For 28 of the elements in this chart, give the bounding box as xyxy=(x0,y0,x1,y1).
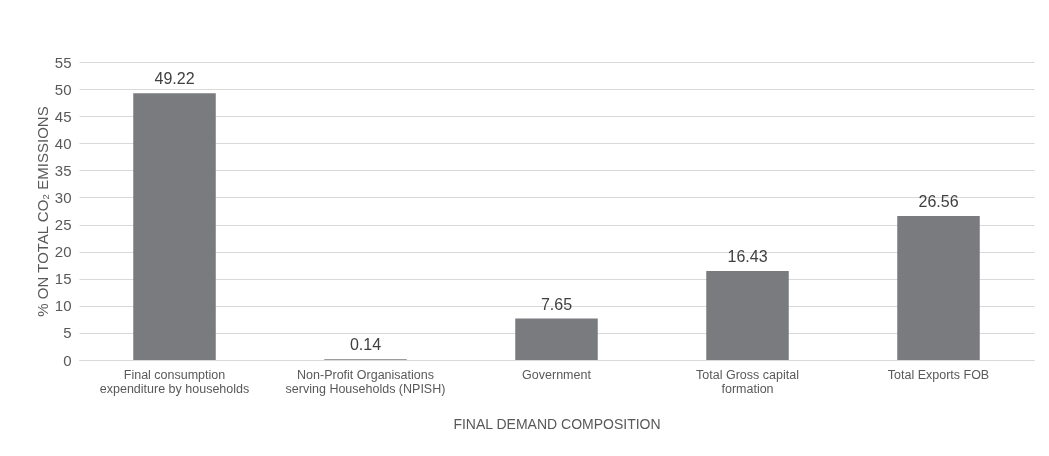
data-label: 49.22 xyxy=(154,70,195,88)
x-tick-label: Government xyxy=(522,367,592,382)
x-tick-label: Non-Profit Organisations serving Households (NPISH) xyxy=(285,367,446,396)
y-tick-label: 50 xyxy=(54,80,72,98)
data-label: 7.65 xyxy=(540,295,573,313)
y-tick-label: 15 xyxy=(54,270,72,288)
y-tick-label: 45 xyxy=(54,107,72,125)
x-tick-label: Total Gross capital formation xyxy=(696,367,799,396)
data-label: 0.14 xyxy=(349,336,382,354)
bar xyxy=(897,216,980,360)
y-tick-label: 35 xyxy=(54,161,72,179)
y-tick-label: 55 xyxy=(54,53,72,71)
x-axis-title: FINAL DEMAND COMPOSITION xyxy=(453,415,661,432)
y-axis-title: % ON TOTAL CO₂ EMISSIONS xyxy=(33,106,51,317)
y-tick-label: 20 xyxy=(54,243,72,261)
bar xyxy=(515,318,598,360)
y-tick-label: 5 xyxy=(63,324,72,342)
data-label: 16.43 xyxy=(727,247,768,265)
y-tick-label: 40 xyxy=(54,134,72,152)
bar xyxy=(133,93,216,360)
x-tick-label: Final consumption expenditure by households xyxy=(99,367,250,396)
y-tick-label: 0 xyxy=(63,351,72,369)
y-tick-label: 30 xyxy=(54,188,72,206)
y-tick-label: 10 xyxy=(54,297,72,315)
data-label: 26.56 xyxy=(918,193,959,211)
y-tick-label: 25 xyxy=(54,216,72,234)
bar xyxy=(706,270,789,360)
x-tick-label: Total Exports FOB xyxy=(887,367,990,382)
